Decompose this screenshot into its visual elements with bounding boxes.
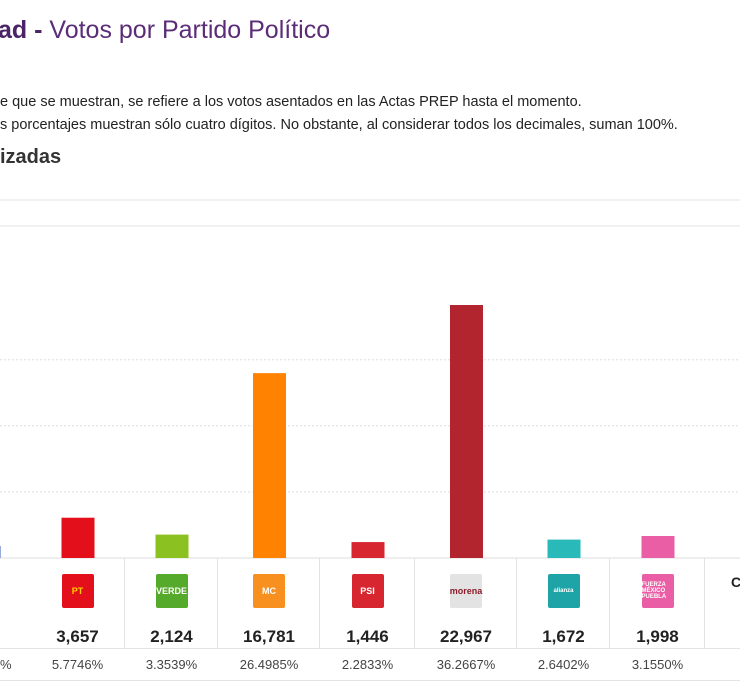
party-logo: morena bbox=[450, 574, 482, 608]
party-column bbox=[320, 558, 415, 648]
bar-psi bbox=[351, 542, 385, 558]
bar-alianza bbox=[547, 539, 581, 558]
vote-count: 2,124 bbox=[150, 627, 193, 646]
page-title: ad - Votos por Partido Político bbox=[0, 16, 330, 45]
vote-count: 3,657 bbox=[56, 627, 99, 646]
section-subtitle: izadas bbox=[0, 146, 62, 168]
party-column bbox=[610, 558, 705, 648]
vote-percentage: 2.2833% bbox=[341, 657, 394, 672]
vote-count: 1,672 bbox=[542, 627, 585, 646]
row-divider bbox=[0, 680, 740, 681]
bar-fuerza-méxico-puebla bbox=[641, 535, 675, 558]
vote-percentage: 5.7746% bbox=[51, 657, 104, 672]
bar-verde bbox=[155, 534, 189, 558]
partial-bar bbox=[0, 546, 1, 558]
vote-percentage: 36.2667% bbox=[436, 657, 496, 672]
vote-percentage: 3.1550% bbox=[631, 657, 684, 672]
vote-percentage: 3.3539% bbox=[145, 657, 198, 672]
vote-count: 1,998 bbox=[636, 627, 679, 646]
title-bold: ad - bbox=[0, 16, 50, 44]
party-column bbox=[415, 558, 517, 648]
party-logo: PSI bbox=[351, 574, 384, 608]
bar-movimiento-ciudadano bbox=[253, 373, 286, 558]
vote-percentage: 2.6402% bbox=[537, 657, 590, 672]
vote-count: 16,781 bbox=[243, 627, 295, 646]
partial-column-label: C bbox=[731, 574, 740, 590]
party-logo: FUERZA MÉXICO PUEBLA bbox=[641, 574, 674, 608]
party-logo: VERDE bbox=[155, 574, 188, 608]
party-logo: PT bbox=[61, 574, 94, 608]
note-1: e que se muestran, se refiere a los voto… bbox=[0, 94, 582, 110]
bar-chart bbox=[0, 199, 740, 559]
vote-percentage: 26.4985% bbox=[239, 657, 299, 672]
partial-pct: % bbox=[0, 657, 12, 672]
party-logo: MC bbox=[253, 574, 285, 608]
party-column bbox=[125, 558, 218, 648]
bar-morena bbox=[450, 305, 483, 558]
party-column bbox=[30, 558, 125, 648]
row-divider bbox=[0, 648, 740, 649]
bar-pt bbox=[61, 517, 95, 558]
title-rest: Votos por Partido Político bbox=[49, 16, 331, 44]
party-column bbox=[218, 558, 320, 648]
party-column bbox=[517, 558, 610, 648]
party-logo: alianza bbox=[547, 574, 580, 608]
note-2: s porcentajes muestran sólo cuatro dígit… bbox=[0, 117, 678, 133]
vote-count: 1,446 bbox=[346, 627, 389, 646]
vote-count: 22,967 bbox=[440, 627, 492, 646]
